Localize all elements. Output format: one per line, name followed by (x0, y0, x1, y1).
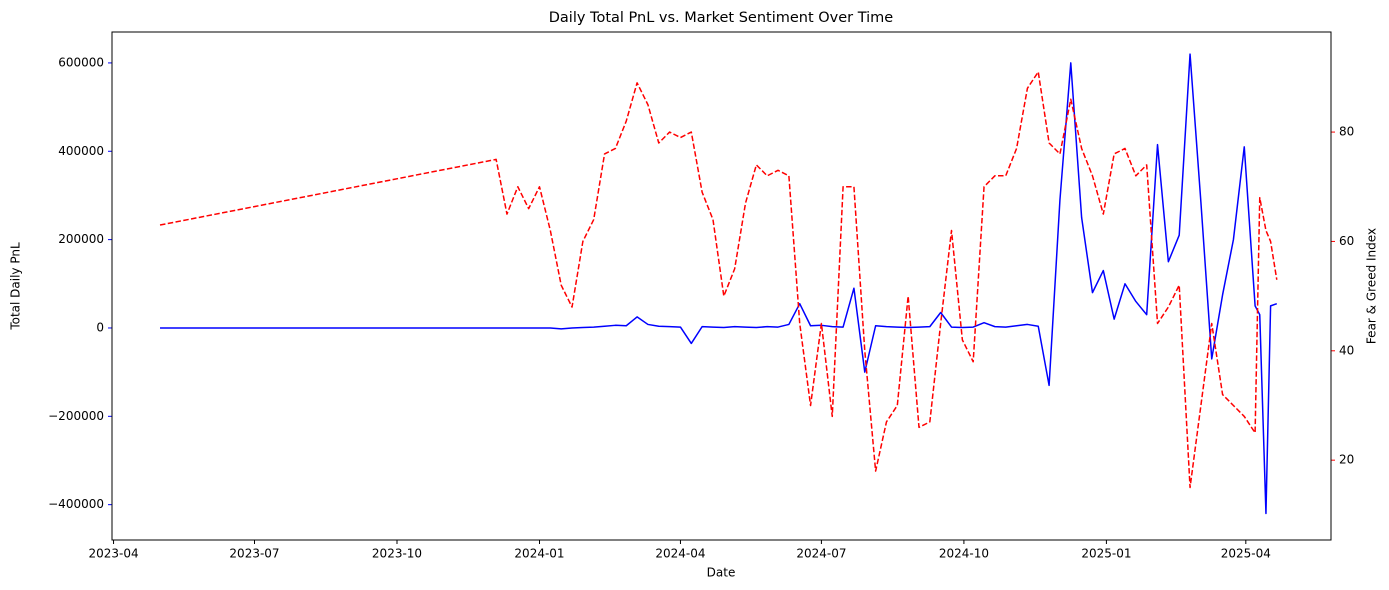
x-tick-label: 2024-10 (939, 547, 989, 561)
y2-axis-label: Fear & Greed Index (1365, 228, 1379, 344)
x-tick-label: 2025-01 (1081, 547, 1131, 561)
y-tick-label: 400000 (58, 144, 104, 158)
x-tick-label: 2024-07 (796, 547, 846, 561)
x-tick-label: 2024-01 (514, 547, 564, 561)
y-tick-label: 600000 (58, 55, 104, 69)
y2-tick-label: 40 (1339, 343, 1354, 357)
y-tick-label: −200000 (48, 409, 104, 423)
y2-tick-label: 60 (1339, 234, 1354, 248)
y-tick-label: −400000 (48, 497, 104, 511)
y2-tick-label: 20 (1339, 453, 1354, 467)
y-tick-label: 0 (96, 320, 104, 334)
y2-tick-label: 80 (1339, 125, 1354, 139)
y-tick-label: 200000 (58, 232, 104, 246)
x-tick-label: 2023-04 (88, 547, 138, 561)
x-tick-label: 2023-07 (229, 547, 279, 561)
plot-frame (111, 31, 1332, 541)
x-tick-label: 2025-04 (1221, 547, 1271, 561)
series-line (160, 53, 1278, 515)
chart-title: Daily Total PnL vs. Market Sentiment Ove… (549, 10, 894, 26)
x-axis-label: Date (707, 566, 736, 580)
y-axis-label: Total Daily PnL (9, 242, 23, 331)
series-line (159, 71, 1278, 489)
x-tick-label: 2024-04 (655, 547, 705, 561)
x-tick-label: 2023-10 (372, 547, 422, 561)
